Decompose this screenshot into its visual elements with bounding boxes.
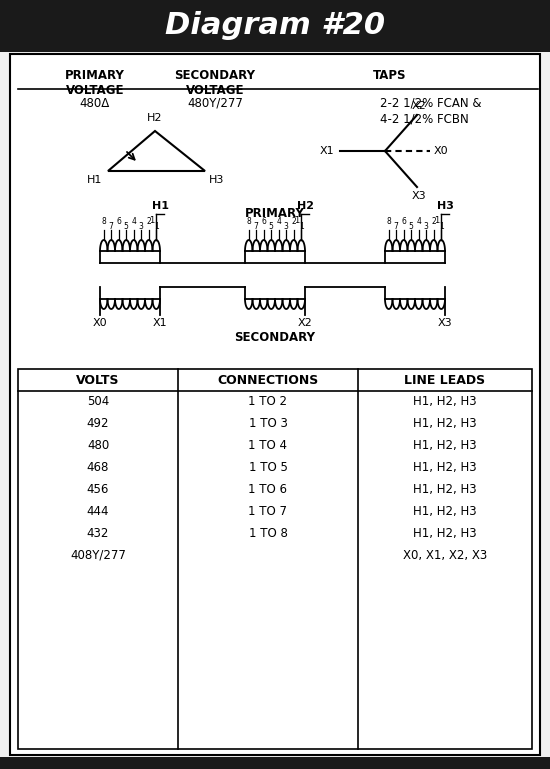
Text: 1: 1 bbox=[294, 216, 299, 225]
Text: 7: 7 bbox=[394, 222, 399, 231]
Text: 7: 7 bbox=[254, 222, 258, 231]
Text: 408Y/277: 408Y/277 bbox=[70, 549, 126, 562]
Text: X2: X2 bbox=[411, 101, 426, 111]
Text: 8: 8 bbox=[101, 217, 106, 226]
Text: X0: X0 bbox=[434, 146, 449, 156]
Text: H1, H2, H3: H1, H2, H3 bbox=[413, 417, 477, 430]
Text: 4: 4 bbox=[416, 217, 421, 226]
Text: 3: 3 bbox=[139, 222, 144, 231]
Text: 2: 2 bbox=[292, 217, 296, 226]
Text: H1: H1 bbox=[87, 175, 102, 185]
Text: PRIMARY
VOLTAGE: PRIMARY VOLTAGE bbox=[65, 69, 125, 97]
Text: 2: 2 bbox=[146, 217, 151, 226]
Text: SECONDARY: SECONDARY bbox=[234, 331, 316, 344]
Text: 2-2 1/2% FCAN &
4-2 1/2% FCBN: 2-2 1/2% FCAN & 4-2 1/2% FCBN bbox=[380, 97, 481, 125]
Text: X0, X1, X2, X3: X0, X1, X2, X3 bbox=[403, 549, 487, 562]
Text: X1: X1 bbox=[153, 318, 167, 328]
Text: X3: X3 bbox=[438, 318, 452, 328]
Text: 6: 6 bbox=[402, 217, 406, 226]
Text: H1, H2, H3: H1, H2, H3 bbox=[413, 395, 477, 408]
Text: 6: 6 bbox=[116, 217, 121, 226]
Text: H2: H2 bbox=[297, 201, 313, 211]
Text: 1: 1 bbox=[149, 216, 154, 225]
Text: 1: 1 bbox=[154, 222, 158, 231]
Text: H3: H3 bbox=[437, 201, 454, 211]
Text: X3: X3 bbox=[412, 191, 426, 201]
Text: 1 TO 5: 1 TO 5 bbox=[249, 461, 288, 474]
Text: 6: 6 bbox=[261, 217, 266, 226]
Text: 444: 444 bbox=[87, 505, 109, 518]
Text: 1 TO 3: 1 TO 3 bbox=[249, 417, 288, 430]
Text: PRIMARY: PRIMARY bbox=[245, 207, 305, 220]
Text: 480Y/277: 480Y/277 bbox=[187, 97, 243, 110]
Text: 8: 8 bbox=[246, 217, 251, 226]
Text: 432: 432 bbox=[87, 527, 109, 540]
Text: 5: 5 bbox=[124, 222, 129, 231]
Text: H1, H2, H3: H1, H2, H3 bbox=[413, 527, 477, 540]
Text: 5: 5 bbox=[269, 222, 274, 231]
Text: 504: 504 bbox=[87, 395, 109, 408]
Text: 4: 4 bbox=[131, 217, 136, 226]
Text: H1, H2, H3: H1, H2, H3 bbox=[413, 505, 477, 518]
Text: X2: X2 bbox=[298, 318, 312, 328]
Text: 1 TO 2: 1 TO 2 bbox=[249, 395, 288, 408]
Text: LINE LEADS: LINE LEADS bbox=[404, 374, 486, 387]
Text: 1: 1 bbox=[299, 222, 304, 231]
Text: X0: X0 bbox=[93, 318, 107, 328]
Text: 1 TO 4: 1 TO 4 bbox=[249, 439, 288, 452]
Text: Diagram #20: Diagram #20 bbox=[165, 12, 385, 41]
Text: H2: H2 bbox=[147, 113, 163, 123]
Text: 456: 456 bbox=[87, 483, 109, 496]
Bar bbox=[0, 0, 550, 52]
Text: 1 TO 7: 1 TO 7 bbox=[249, 505, 288, 518]
Text: 5: 5 bbox=[409, 222, 414, 231]
Text: 3: 3 bbox=[424, 222, 428, 231]
Text: 492: 492 bbox=[87, 417, 109, 430]
Text: 8: 8 bbox=[386, 217, 391, 226]
Text: CONNECTIONS: CONNECTIONS bbox=[217, 374, 318, 387]
Text: 4: 4 bbox=[276, 217, 281, 226]
Text: SECONDARY
VOLTAGE: SECONDARY VOLTAGE bbox=[174, 69, 256, 97]
Text: 480Δ: 480Δ bbox=[80, 97, 110, 110]
Bar bbox=[18, 369, 532, 749]
Text: 1: 1 bbox=[434, 216, 439, 225]
Text: 1: 1 bbox=[439, 222, 444, 231]
Text: 7: 7 bbox=[109, 222, 114, 231]
Text: H1: H1 bbox=[152, 201, 169, 211]
Text: 468: 468 bbox=[87, 461, 109, 474]
Text: 480: 480 bbox=[87, 439, 109, 452]
Text: X1: X1 bbox=[320, 146, 334, 156]
Text: VOLTS: VOLTS bbox=[76, 374, 120, 387]
Text: 1 TO 8: 1 TO 8 bbox=[249, 527, 288, 540]
Text: TAPS: TAPS bbox=[373, 69, 407, 82]
Text: 2: 2 bbox=[431, 217, 436, 226]
Bar bbox=[0, 757, 550, 769]
Text: H3: H3 bbox=[209, 175, 224, 185]
Text: H1, H2, H3: H1, H2, H3 bbox=[413, 461, 477, 474]
Text: H1, H2, H3: H1, H2, H3 bbox=[413, 439, 477, 452]
Text: 3: 3 bbox=[284, 222, 289, 231]
Text: 1 TO 6: 1 TO 6 bbox=[249, 483, 288, 496]
Text: H1, H2, H3: H1, H2, H3 bbox=[413, 483, 477, 496]
